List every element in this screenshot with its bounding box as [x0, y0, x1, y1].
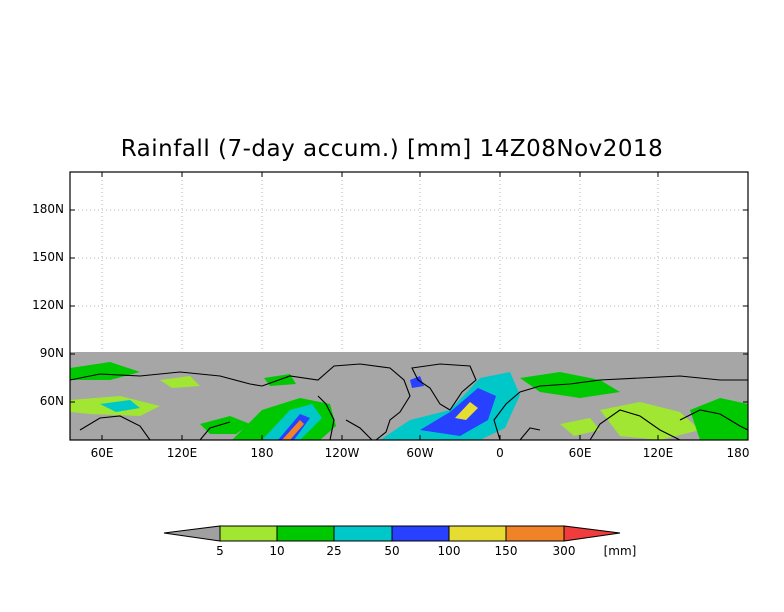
- colorbar-over-triangle: [563, 525, 621, 542]
- rainfall-field: [70, 362, 748, 440]
- x-tick-label: 120W: [324, 446, 360, 460]
- y-tick-label: 90N: [39, 346, 64, 360]
- rain-patch-atlantic: [380, 372, 520, 440]
- colorbar-bin-25-50: [333, 525, 393, 542]
- colorbar-bin-5-10: [219, 525, 278, 542]
- rain-patch-atlantic-core: [420, 388, 496, 436]
- grid-lines: [70, 172, 748, 352]
- x-tick-label: 60E: [568, 446, 592, 460]
- x-tick-label: 120E: [166, 446, 198, 460]
- colorbar-label: 100: [437, 544, 461, 558]
- colorbar-bin-50-100: [391, 525, 450, 542]
- x-tick-label: 180: [250, 446, 274, 460]
- colorbar-label: 25: [326, 544, 342, 558]
- colorbar-unit-label: [mm]: [603, 544, 637, 558]
- colorbar-bin-150-300: [505, 525, 565, 542]
- colorbar-bin-100-150: [448, 525, 507, 542]
- x-tick-label: 0: [496, 446, 504, 460]
- y-tick-label: 60N: [39, 394, 64, 408]
- x-tick-label: 60W: [406, 446, 434, 460]
- x-tick-label: 120E: [642, 446, 674, 460]
- y-tick-label: 150N: [32, 250, 64, 264]
- colorbar: [163, 525, 621, 542]
- colorbar-label: 5: [216, 544, 224, 558]
- y-tick-label: 180N: [32, 202, 64, 216]
- map-title: Rainfall (7-day accum.) [mm] 14Z08Nov201…: [120, 136, 664, 162]
- colorbar-label: 150: [494, 544, 518, 558]
- greenland-coast: [411, 363, 477, 411]
- colorbar-label: 50: [384, 544, 400, 558]
- coastlines: [70, 363, 748, 440]
- colorbar-label: 300: [552, 544, 576, 558]
- eurasia-coast: [493, 375, 748, 440]
- rain-patch-pacific-core: [262, 404, 322, 440]
- colorbar-under-triangle: [163, 525, 221, 542]
- tick-marks: [70, 172, 748, 440]
- colorbar-bin-10-25: [276, 525, 335, 542]
- rain-patch-europe: [520, 372, 620, 398]
- colorbar-label: 10: [269, 544, 285, 558]
- y-tick-label: 120N: [32, 298, 64, 312]
- x-tick-label: 60E: [90, 446, 114, 460]
- north-america-coast: [261, 363, 411, 440]
- x-tick-label: 180: [726, 446, 750, 460]
